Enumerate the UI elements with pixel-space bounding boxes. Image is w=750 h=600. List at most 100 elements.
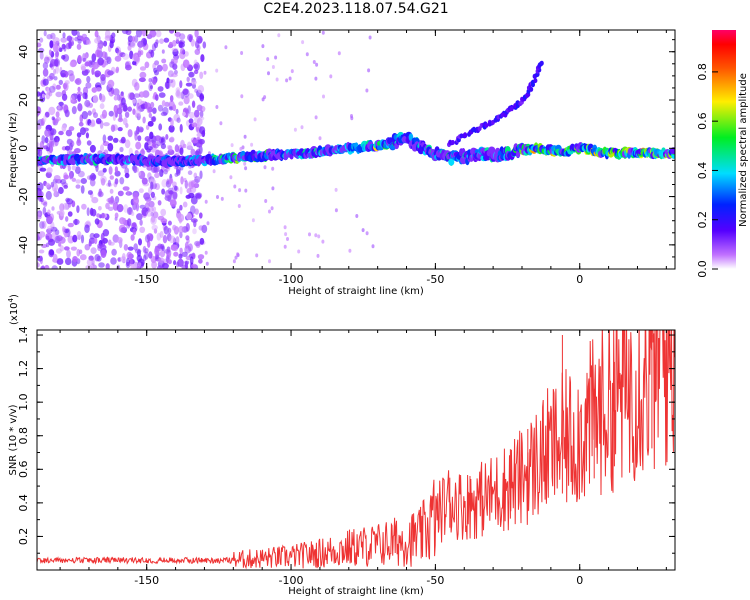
spectrogram-noise-blob	[368, 35, 372, 40]
spectrogram-branch-blob	[500, 112, 505, 118]
spectrogram-noise-blob	[101, 212, 105, 219]
spectrogram-noise-blob	[145, 124, 150, 131]
spectrogram-noise-blob	[135, 30, 143, 38]
spectrogram-noise-blob	[152, 78, 157, 85]
spectrogram-noise-blob	[132, 53, 139, 62]
spectrogram-noise-blob	[60, 37, 67, 43]
spectrogram-noise-blob	[168, 125, 175, 133]
spectrogram-noise-blob	[148, 78, 152, 83]
spectrogram-noise-blob	[155, 30, 162, 38]
spectrogram-noise-blob	[99, 103, 105, 110]
spectrogram-noise-blob	[187, 243, 193, 252]
spectrogram-noise-blob	[82, 57, 87, 62]
spectrogram-noise-blob	[160, 208, 167, 217]
snr-y-tick-label: 0.8	[17, 427, 30, 445]
spectrogram-noise-blob	[160, 243, 165, 250]
spectrogram-noise-blob	[102, 167, 107, 173]
spectrogram-noise-blob	[163, 249, 171, 254]
spectrogram-noise-blob	[314, 76, 318, 81]
spectrogram-noise-blob	[37, 42, 42, 48]
spectrogram-noise-blob	[139, 149, 146, 156]
spectrogram-noise-blob	[67, 211, 73, 217]
spectrogram-noise-blob	[50, 181, 55, 188]
spectrogram-noise-blob	[185, 194, 191, 199]
spectrogram-noise-blob	[132, 196, 139, 206]
spectrogram-noise-blob	[166, 77, 170, 84]
spectrogram-noise-blob	[42, 206, 47, 215]
spectrogram-noise-blob	[290, 69, 294, 74]
spectrogram-noise-blob	[179, 204, 183, 211]
spectrogram-noise-blob	[179, 231, 183, 239]
spectrogram-noise-blob	[300, 125, 304, 130]
spectrogram-noise-blob	[48, 90, 53, 97]
spectrogram-noise-blob	[58, 186, 64, 195]
spectrogram-noise-blob	[97, 170, 105, 177]
spectrogram-noise-blob	[194, 30, 199, 38]
spectrogram-noise-blob	[50, 59, 57, 67]
spectrogram-noise-blob	[137, 262, 142, 267]
snr-y-scale-base: (x10	[9, 302, 20, 325]
spectrogram-y-tick-label: -20	[17, 188, 30, 206]
spectrogram-noise-blob	[203, 70, 207, 75]
spectrogram-noise-blob	[206, 221, 210, 226]
spectrogram-noise-blob	[322, 94, 325, 99]
spectrogram-noise-blob	[67, 165, 71, 172]
spectrogram-noise-blob	[168, 178, 173, 185]
spectrogram-noise-blob	[198, 138, 205, 145]
snr-y-tick-label: 0.2	[17, 528, 30, 546]
spectrogram-noise-blob	[100, 74, 106, 81]
spectrogram-noise-blob	[170, 118, 174, 127]
spectrogram-noise-blob	[184, 261, 188, 269]
spectrogram-noise-blob	[198, 258, 203, 264]
spectrogram-noise-blob	[179, 147, 184, 156]
spectrogram-noise-blob	[318, 136, 322, 141]
spectrogram-noise-blob	[44, 264, 50, 269]
spectrogram-noise-blob	[148, 82, 153, 92]
spectrogram-noise-blob	[71, 106, 77, 115]
spectrogram-noise-blob	[142, 116, 146, 124]
spectrogram-noise-blob	[52, 37, 60, 44]
spectrogram-noise-blob	[72, 234, 78, 243]
spectrogram-x-tick-label: 0	[576, 273, 583, 286]
spectrogram-noise-blob	[37, 182, 44, 191]
spectrogram-noise-blob	[188, 71, 195, 78]
spectrogram-noise-blob	[61, 124, 67, 132]
spectrogram-noise-blob	[134, 82, 140, 91]
spectrogram-noise-blob	[157, 265, 163, 269]
spectrogram-noise-blob	[66, 198, 73, 205]
spectrogram-noise-blob	[157, 104, 164, 112]
spectrogram-x-tick-label: -100	[279, 273, 304, 286]
spectrogram-noise-blob	[113, 95, 118, 101]
spectrogram-noise-blob	[85, 220, 91, 226]
spectrogram-noise-blob	[117, 117, 124, 123]
spectrogram-noise-blob	[79, 254, 87, 261]
colorbar-tick-label: 0.6	[696, 112, 709, 130]
spectrogram-y-tick-label: 20	[17, 93, 30, 107]
spectrogram-noise-blob	[119, 256, 127, 262]
spectrogram-noise-blob	[127, 35, 133, 43]
spectrogram-noise-blob	[167, 227, 172, 234]
spectrogram-noise-blob	[144, 136, 151, 142]
spectrogram-noise-blob	[80, 65, 86, 72]
spectrogram-noise-blob	[55, 91, 63, 98]
snr-marks	[37, 330, 675, 570]
spectrogram-noise-blob	[39, 51, 44, 60]
spectrogram-noise-blob	[184, 241, 189, 249]
spectrogram-noise-blob	[114, 55, 122, 62]
spectrogram-noise-blob	[124, 167, 130, 175]
spectrogram-noise-blob	[220, 196, 224, 201]
snr-y-scale-label: (x104)	[7, 294, 20, 325]
snr-x-tick-label: -150	[134, 574, 159, 587]
spectrogram-noise-blob	[59, 210, 65, 217]
snr-x-axis-title: Height of straight line (km)	[288, 586, 424, 597]
spectrogram-noise-blob	[239, 146, 243, 151]
spectrogram-noise-blob	[243, 134, 247, 139]
spectrogram-noise-blob	[124, 64, 132, 71]
spectrogram-noise-blob	[87, 110, 92, 116]
spectrogram-noise-blob	[44, 136, 49, 144]
spectrogram-noise-blob	[57, 104, 61, 110]
spectrogram-noise-blob	[130, 264, 136, 269]
spectrogram-noise-blob	[224, 45, 228, 50]
spectrogram-noise-blob	[117, 127, 123, 132]
spectrogram-noise-blob	[167, 259, 172, 265]
